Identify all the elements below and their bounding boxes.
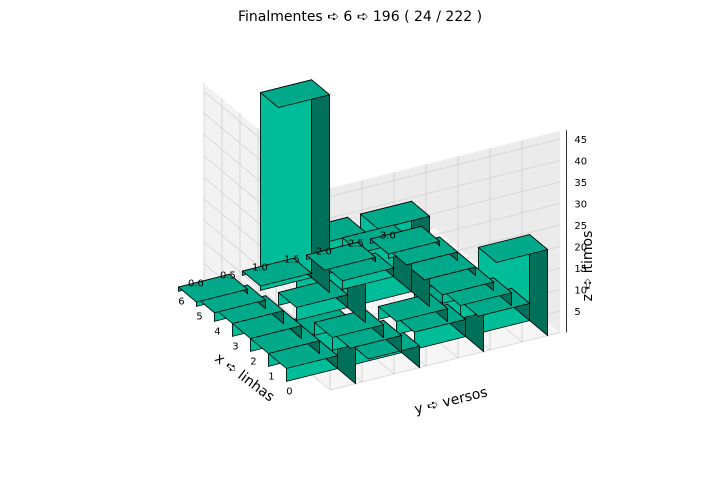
bar-face-top bbox=[441, 277, 513, 306]
bar-face-top bbox=[331, 319, 403, 349]
bar-face-top bbox=[477, 234, 549, 263]
x-tick-label: 4 bbox=[214, 326, 220, 337]
x-tick-label: 2 bbox=[250, 356, 256, 367]
z-axis-label: z ➪ ítimos bbox=[580, 231, 596, 302]
z-tick-label: 10 bbox=[574, 285, 587, 296]
z-tick-label: 35 bbox=[574, 178, 587, 189]
bar bbox=[267, 339, 339, 370]
grid-line-z-right bbox=[329, 160, 561, 219]
bar-face-top bbox=[387, 236, 459, 266]
z-tick-label: 30 bbox=[574, 199, 587, 210]
chart-title: Finalmentes ➪ 6 ➪ 196 ( 24 / 222 ) bbox=[238, 9, 482, 25]
z-tick-label: 45 bbox=[574, 135, 587, 146]
bar bbox=[405, 251, 477, 281]
bar-face-top bbox=[259, 79, 331, 109]
bar bbox=[313, 308, 385, 339]
z-tick-label: 25 bbox=[574, 221, 587, 232]
bar-face-top bbox=[369, 225, 441, 255]
x-tick-label: 0 bbox=[286, 386, 292, 397]
bars-group bbox=[177, 78, 549, 385]
y-axis-label: y ➪ versos bbox=[413, 384, 489, 418]
y-tick-label: 2.0 bbox=[316, 246, 332, 257]
bar bbox=[423, 266, 495, 296]
y-tick-label: 2.5 bbox=[348, 238, 364, 249]
bar bbox=[231, 309, 303, 340]
bar bbox=[259, 78, 331, 294]
y-tick-label: 1.5 bbox=[284, 254, 300, 265]
z-tick-label: 40 bbox=[574, 156, 587, 167]
bar-face-top bbox=[195, 284, 267, 314]
bar-face-top bbox=[305, 241, 377, 271]
bar-face-top bbox=[177, 273, 249, 303]
bar-face-top bbox=[241, 257, 313, 287]
bar-face-top bbox=[213, 295, 285, 324]
bar bbox=[241, 257, 313, 287]
bar-face-top bbox=[395, 303, 467, 333]
x-tick-label: 3 bbox=[232, 341, 238, 352]
y-tick-label: 0.0 bbox=[188, 278, 204, 289]
z-tick-label: 20 bbox=[574, 242, 587, 253]
bar-face-top bbox=[323, 252, 395, 282]
bar bbox=[305, 241, 377, 271]
x-tick-label: 1 bbox=[268, 371, 274, 382]
z-tick-label: 15 bbox=[574, 264, 587, 275]
z-tick-label: 5 bbox=[574, 307, 580, 318]
x-tick-label: 6 bbox=[178, 296, 184, 307]
tick-labels: 01234560.00.51.01.52.02.53.0510152025303… bbox=[178, 130, 587, 397]
y-tick-label: 3.0 bbox=[380, 230, 396, 241]
y-tick-label: 1.0 bbox=[252, 262, 268, 273]
bar bbox=[177, 273, 249, 303]
x-tick-label: 5 bbox=[196, 311, 202, 322]
bar-face-top bbox=[459, 287, 531, 317]
bar bbox=[369, 225, 441, 255]
grid-line-z-right bbox=[329, 138, 561, 197]
bar-face-top bbox=[359, 200, 431, 230]
y-tick-label: 0.5 bbox=[220, 270, 236, 281]
